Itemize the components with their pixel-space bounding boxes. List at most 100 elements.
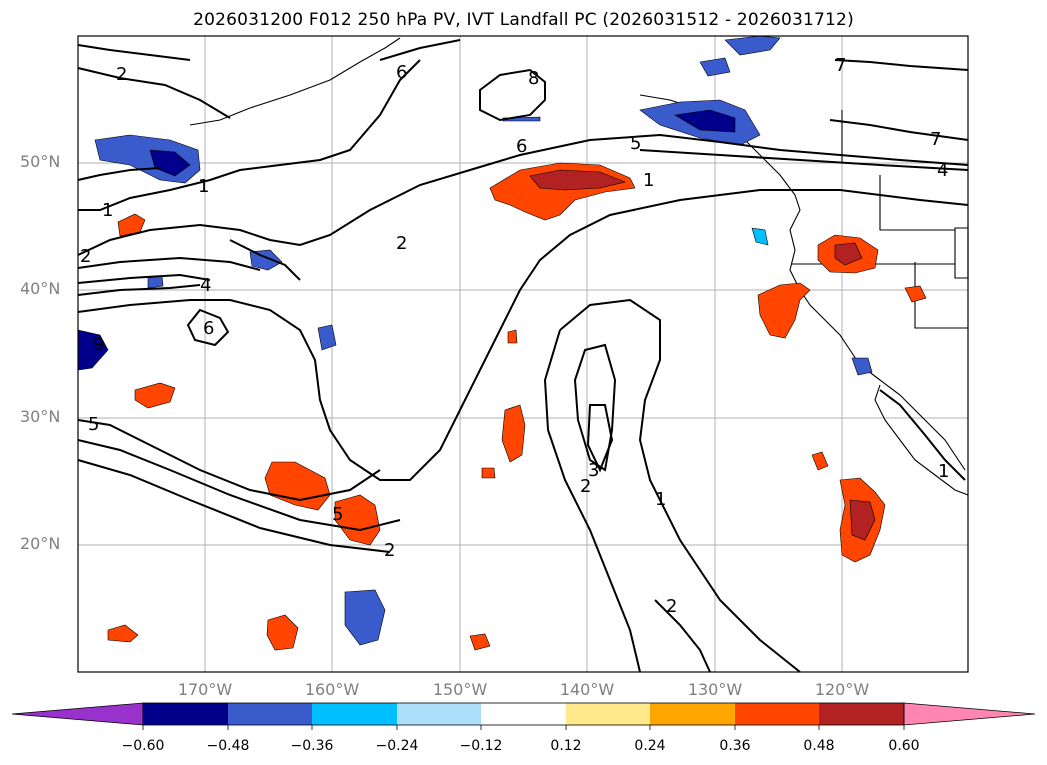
figure-title: 2026031200 F012 250 hPa PV, IVT Landfall… — [193, 10, 854, 30]
contour-label: 7 — [835, 55, 846, 76]
contour-label: 6 — [516, 136, 527, 157]
contour-label: 5 — [332, 504, 343, 525]
colorbar-tick-label: 0.48 — [803, 738, 835, 754]
colorbar-bin — [312, 703, 397, 725]
colorbar-bin — [819, 703, 904, 725]
contour-labels: 2 1 2 8 6 5 7 7 4 1 6 5 1 2 4 6 9 5 3 2 … — [80, 55, 949, 617]
lon-label-170w: 170°W — [177, 680, 233, 699]
contour-label: 2 — [666, 596, 677, 617]
contour-label: 1 — [102, 200, 113, 221]
contour-line — [77, 67, 231, 119]
contour-line — [78, 59, 421, 211]
contour-label: 9 — [93, 334, 104, 355]
shade-region — [266, 614, 299, 651]
shade-region — [501, 404, 526, 463]
contour-line — [186, 308, 230, 347]
contour-label: 5 — [630, 133, 641, 154]
contour-line — [77, 189, 969, 481]
shade-region — [94, 134, 201, 184]
lon-label-130w: 130°W — [687, 680, 743, 699]
colorbar-tick-label: −0.24 — [375, 738, 419, 754]
contour-line — [639, 149, 969, 171]
contour-label: 2 — [384, 540, 395, 561]
colorbar-frame — [142, 702, 905, 726]
contour-label: 2 — [116, 64, 127, 85]
shade-region — [317, 324, 337, 351]
map-frame — [77, 35, 969, 673]
colorbar-tick-label: −0.48 — [206, 738, 250, 754]
lon-label-140w: 140°W — [559, 680, 615, 699]
contour-label: 2 — [396, 233, 407, 254]
shade-region — [724, 35, 781, 56]
colorbar — [11, 702, 1036, 730]
contour-label: 1 — [655, 489, 666, 510]
colorbar-tick-label: −0.60 — [121, 738, 165, 754]
lat-label-50n: 50°N — [20, 152, 61, 171]
contour-label: 6 — [396, 62, 407, 83]
contour-label: 2 — [580, 476, 591, 497]
contour-line — [586, 404, 614, 473]
shade-region — [529, 169, 626, 191]
shade-region — [834, 242, 863, 266]
contour-label: 3 — [588, 460, 599, 481]
colorbar-bin — [228, 703, 312, 725]
shade-region — [334, 494, 381, 546]
colorbar-bin — [143, 703, 228, 725]
contour-line — [77, 167, 161, 181]
colorbar-tick-label: 0.60 — [888, 738, 920, 754]
contour-line — [879, 389, 966, 481]
shade-region — [507, 329, 518, 344]
colorbar-bin — [566, 703, 650, 725]
colorbar-tick-label: −0.36 — [290, 738, 334, 754]
shade-region — [849, 499, 876, 541]
shade-region — [904, 285, 927, 303]
contour-line — [77, 439, 401, 532]
shade-region — [851, 357, 873, 376]
contour-line — [77, 133, 969, 256]
shade-region — [699, 57, 731, 77]
colorbar-extend-left — [11, 702, 144, 726]
contour-line — [77, 44, 191, 61]
contour-label: 1 — [643, 170, 654, 191]
lat-label-40n: 40°N — [20, 279, 61, 298]
pv-contours — [77, 39, 969, 673]
colorbar-tick-label: 0.12 — [550, 738, 582, 754]
negative-shading — [77, 35, 873, 646]
contour-label: 1 — [198, 176, 209, 197]
shade-region — [117, 213, 146, 237]
shade-region — [751, 227, 769, 246]
contour-label: 8 — [528, 68, 539, 89]
contour-label: 4 — [937, 160, 948, 181]
contour-line — [77, 256, 261, 271]
contour-line — [543, 329, 641, 673]
colorbar-tick-label: 0.24 — [634, 738, 666, 754]
contour-line — [77, 273, 211, 284]
colorbar-tick-label: −0.12 — [459, 738, 503, 754]
contour-line — [77, 284, 201, 296]
contour-line — [559, 298, 801, 673]
contour-line — [829, 119, 969, 141]
shade-region — [481, 467, 496, 479]
positive-shading — [107, 162, 927, 651]
shade-region — [149, 149, 191, 177]
contour-line — [229, 239, 301, 281]
contour-label: 5 — [88, 414, 99, 435]
lat-label-20n: 20°N — [20, 534, 61, 553]
colorbar-extend-right — [903, 702, 1036, 726]
contour-line — [77, 459, 391, 553]
contour-label: 4 — [200, 275, 211, 296]
shade-region — [264, 461, 331, 511]
shade-region — [107, 624, 139, 643]
contour-line — [654, 599, 711, 673]
contour-line — [479, 68, 546, 122]
contour-label: 6 — [203, 318, 214, 339]
colorbar-bin — [481, 703, 566, 725]
contour-label: 1 — [938, 461, 949, 482]
shade-region — [757, 282, 811, 339]
colorbar-bin — [735, 703, 819, 725]
contour-line — [77, 419, 381, 502]
contour-line — [379, 39, 461, 61]
contour-line — [834, 59, 969, 71]
colorbar-bin — [397, 703, 481, 725]
